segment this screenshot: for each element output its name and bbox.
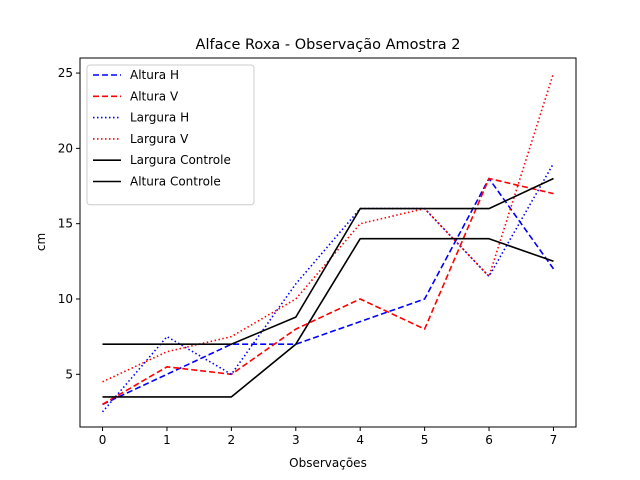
- legend-label: Largura V: [130, 132, 189, 146]
- x-tick-label: 7: [550, 433, 558, 447]
- x-tick-label: 1: [163, 433, 171, 447]
- plot-frame: [79, 57, 577, 428]
- y-tick-label: 5: [65, 367, 73, 381]
- legend-label: Largura H: [130, 111, 189, 125]
- x-axis: 0 1 2 3 4 5 6 7: [99, 427, 558, 447]
- legend: Altura H Altura V Largura H Largura V Largur…: [86, 64, 255, 206]
- y-tick-label: 15: [58, 217, 73, 231]
- x-tick-label: 6: [485, 433, 493, 447]
- legend-label: Largura Controle: [130, 153, 231, 167]
- plot-area: [79, 57, 577, 428]
- y-axis-label: cm: [34, 233, 48, 251]
- x-tick-label: 3: [292, 433, 300, 447]
- x-tick-label: 5: [421, 433, 429, 447]
- y-tick-label: 10: [58, 292, 73, 306]
- legend-label: Altura V: [130, 89, 179, 103]
- series-line-6: [102, 237, 554, 398]
- legend-frame: [86, 64, 255, 206]
- series-line-1: [102, 177, 555, 406]
- legend-label: Altura Controle: [130, 175, 221, 189]
- y-tick-label: 25: [58, 66, 73, 80]
- chart-title: Alface Roxa - Observação Amostra 2: [196, 37, 461, 53]
- series-line-2: [102, 177, 554, 406]
- y-axis: 5 10 15 20 25: [58, 66, 80, 381]
- y-tick-label: 20: [58, 141, 73, 155]
- x-axis-label: Observações: [289, 456, 367, 470]
- x-tick-label: 2: [228, 433, 236, 447]
- series-line-5: [102, 177, 554, 346]
- x-tick-label: 0: [99, 433, 107, 447]
- legend-label: Altura H: [130, 68, 179, 82]
- x-tick-label: 4: [356, 433, 364, 447]
